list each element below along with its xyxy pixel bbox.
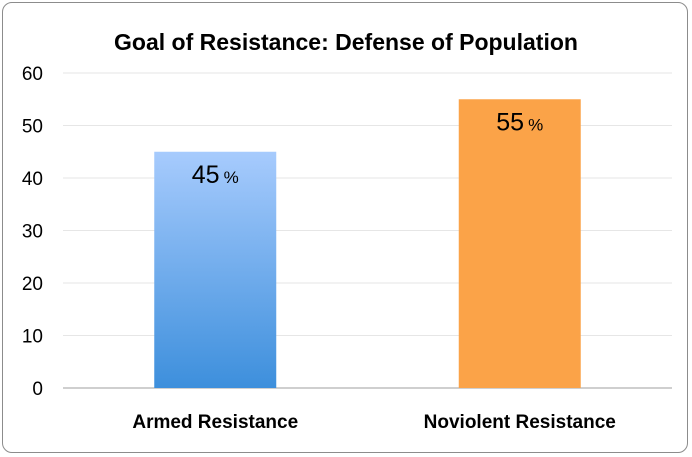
bar-noviolent-resistance <box>458 99 581 388</box>
y-tick-label: 10 <box>22 327 43 348</box>
bar-armed-resistance <box>154 151 277 388</box>
category-label: Armed Resistance <box>132 412 298 433</box>
data-label: 55% <box>496 108 543 136</box>
y-tick-label: 0 <box>32 379 43 400</box>
chart-title: Goal of Resistance: Defense of Populatio… <box>114 29 578 55</box>
y-tick-label: 60 <box>22 64 43 85</box>
y-axis-tick-labels: 0 10 20 30 40 50 60 <box>22 64 43 400</box>
data-labels: 45 % 55% <box>192 108 543 189</box>
bars <box>154 99 581 388</box>
y-tick-label: 30 <box>22 222 43 243</box>
y-tick-label: 20 <box>22 274 43 295</box>
x-axis-category-labels: Armed Resistance Noviolent Resistance <box>132 412 615 433</box>
data-label: 45% <box>192 161 239 189</box>
y-tick-label: 50 <box>22 117 43 138</box>
category-label: Noviolent Resistance <box>424 412 616 433</box>
y-tick-label: 40 <box>22 169 43 190</box>
